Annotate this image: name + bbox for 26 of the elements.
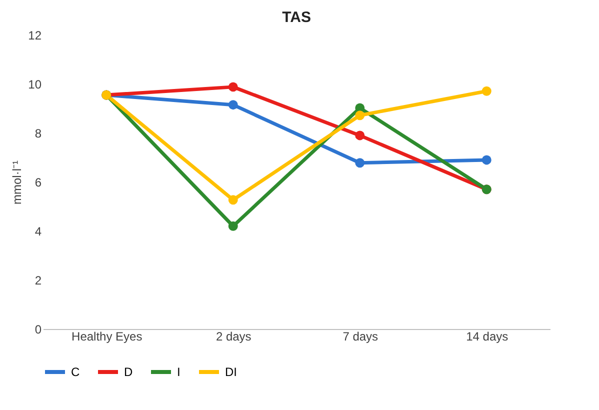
point [482,155,492,165]
legend-label: C [71,365,80,379]
point [228,82,238,92]
point [355,110,365,120]
x-tick-label: 14 days [466,330,508,344]
point [355,130,365,140]
x-tick-label: Healthy Eyes [72,330,142,344]
legend-label: DI [225,365,237,379]
y-tick-label: 4 [34,224,42,238]
y-tick-label: 12 [28,28,42,42]
point [355,158,365,168]
point [482,86,492,96]
y-axis-title: mmol·l⁻¹ [10,160,24,204]
legend-label: D [124,365,133,379]
point [228,221,238,231]
point [228,100,238,110]
y-tick-label: 0 [34,322,42,336]
y-tick-label: 2 [34,274,42,288]
x-tick-label: 7 days [342,330,378,344]
legend-label: I [177,365,180,379]
x-tick-label: 2 days [216,330,252,344]
y-tick-label: 8 [34,126,42,140]
chart-title: TAS [282,9,311,26]
y-tick-label: 10 [28,78,42,92]
point [228,195,238,205]
y-tick-label: 6 [34,176,42,190]
